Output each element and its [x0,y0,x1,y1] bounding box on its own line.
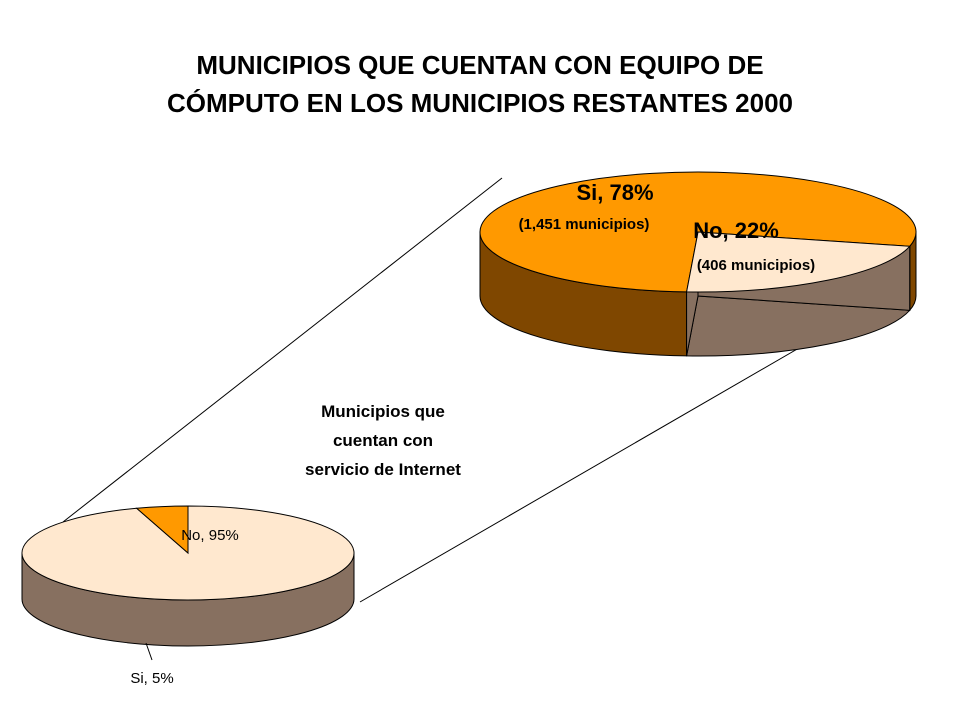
label-si-computers: Si, 78% [576,180,653,205]
label-si-computers-detail: (1,451 municipios) [519,216,650,233]
leader-line-si-internet [145,642,153,661]
title-line-1: MUNICIPIOS QUE CUENTAN CON EQUIPO DE [196,50,764,80]
subtitle-line-1: Municipios que [321,402,445,421]
pie-chart-internet [21,505,355,647]
connector-line-bottom [359,336,819,603]
label-no-computers-detail: (406 municipios) [697,257,815,274]
pie-chart-computers [479,171,917,357]
subtitle-line-3: servicio de Internet [305,460,461,479]
chart-title: MUNICIPIOS QUE CUENTAN CON EQUIPO DE CÓM… [0,46,960,122]
label-no-computers: No, 22% [693,218,779,243]
label-no-internet: No, 95% [181,527,239,544]
label-si-internet: Si, 5% [130,670,173,687]
connector-line-top [62,177,503,523]
title-line-2: CÓMPUTO EN LOS MUNICIPIOS RESTANTES 2000 [166,88,794,118]
pie-slice-1 [685,231,911,293]
pie-slice-1 [135,505,189,555]
subtitle-line-2: cuentan con [333,431,433,450]
